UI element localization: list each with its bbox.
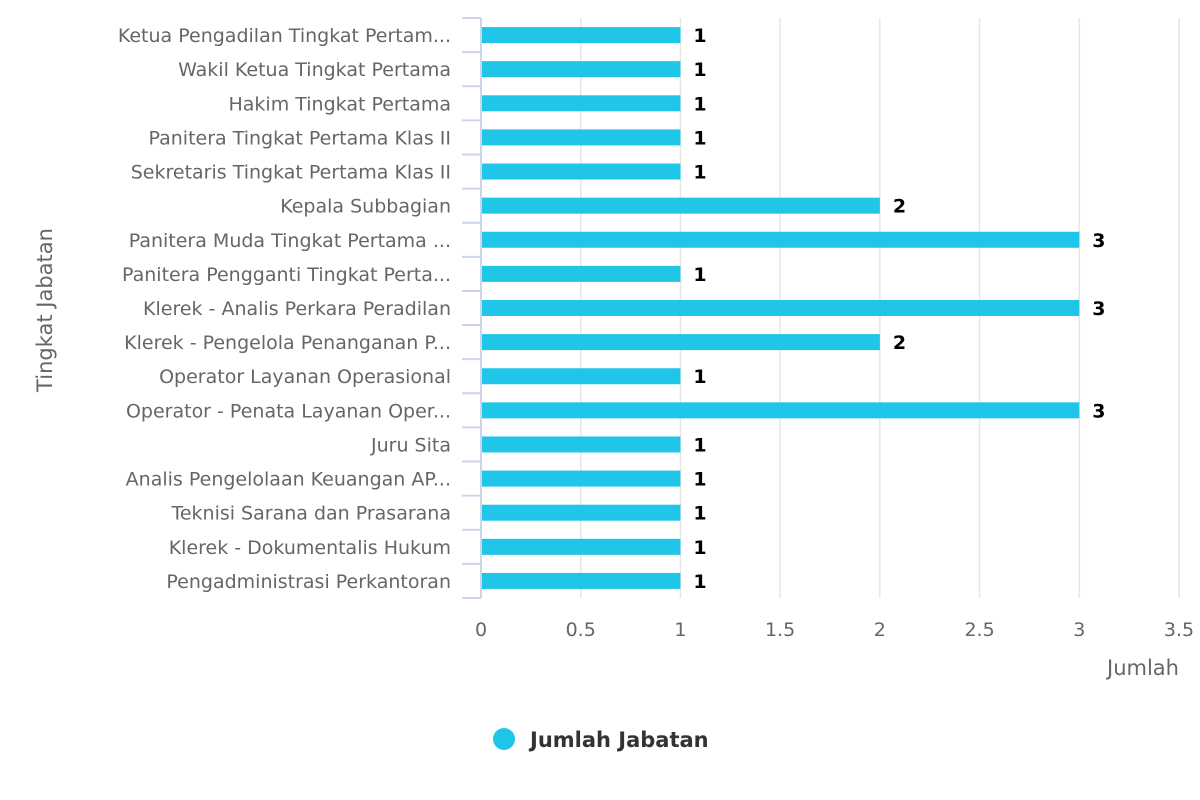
data-label: 1: [693, 127, 706, 149]
y-axis-title: Tingkat Jabatan: [33, 228, 57, 393]
bar[interactable]: [482, 470, 681, 487]
x-tick-labels: 0 0.5 1 1.5 2 2.5 3 3.5: [475, 619, 1194, 641]
data-label: 2: [893, 332, 906, 354]
bar[interactable]: [482, 197, 880, 214]
category-label: Klerek - Analis Perkara Peradilan: [143, 298, 451, 320]
legend-item-jumlah-jabatan[interactable]: Jumlah Jabatan: [528, 728, 709, 752]
category-labels: Ketua Pengadilan Tingkat Pertam... Wakil …: [118, 25, 451, 593]
bar[interactable]: [482, 436, 681, 453]
category-label: Panitera Pengganti Tingkat Perta...: [122, 264, 451, 286]
x-tick-label: 0: [475, 619, 487, 641]
category-label: Panitera Tingkat Pertama Klas II: [149, 127, 452, 149]
data-label: 3: [1092, 400, 1105, 422]
bar[interactable]: [482, 163, 681, 180]
data-label: 1: [693, 366, 706, 388]
data-label: 1: [693, 434, 706, 456]
data-label: 1: [693, 93, 706, 115]
data-label: 3: [1092, 298, 1105, 320]
bars: [482, 27, 1080, 589]
category-label: Pengadministrasi Perkantoran: [166, 571, 451, 593]
data-label: 2: [893, 196, 906, 218]
category-label: Ketua Pengadilan Tingkat Pertam...: [118, 25, 451, 47]
category-label: Hakim Tingkat Pertama: [229, 93, 452, 115]
data-label: 1: [693, 503, 706, 525]
bar[interactable]: [482, 231, 1080, 248]
bar[interactable]: [482, 95, 681, 112]
legend[interactable]: Jumlah Jabatan: [493, 728, 709, 752]
data-label: 1: [693, 537, 706, 559]
x-tick-label: 2: [874, 619, 886, 641]
bar[interactable]: [482, 61, 681, 78]
category-label: Analis Pengelolaan Keuangan AP...: [126, 469, 451, 491]
data-label: 3: [1092, 230, 1105, 252]
x-tick-label: 2.5: [964, 619, 994, 641]
x-tick-label: 0.5: [566, 619, 596, 641]
x-tick-label: 1.5: [765, 619, 795, 641]
bar[interactable]: [482, 572, 681, 589]
x-tick-label: 3.5: [1164, 619, 1194, 641]
category-label: Klerek - Dokumentalis Hukum: [169, 537, 451, 559]
bar[interactable]: [482, 27, 681, 44]
data-label: 1: [693, 25, 706, 47]
category-label: Sekretaris Tingkat Pertama Klas II: [131, 162, 451, 184]
data-label: 1: [693, 59, 706, 81]
category-label: Kepala Subbagian: [280, 196, 451, 218]
data-labels: 1 1 1 1 1 2 3 1 3 2 1 3 1 1 1 1 1: [693, 25, 1105, 593]
x-axis-title: Jumlah: [1105, 656, 1179, 680]
category-label: Operator Layanan Operasional: [159, 366, 451, 388]
y-axis: [462, 17, 482, 599]
bar[interactable]: [482, 334, 880, 351]
bar[interactable]: [482, 402, 1080, 419]
category-label: Wakil Ketua Tingkat Pertama: [178, 59, 451, 81]
bar[interactable]: [482, 129, 681, 146]
category-label: Juru Sita: [370, 434, 451, 456]
data-label: 1: [693, 162, 706, 184]
category-label: Teknisi Sarana dan Prasarana: [170, 503, 451, 525]
bar[interactable]: [482, 265, 681, 282]
category-label: Panitera Muda Tingkat Pertama ...: [129, 230, 451, 252]
bar[interactable]: [482, 504, 681, 521]
bar[interactable]: [482, 300, 1080, 316]
data-label: 1: [693, 571, 706, 593]
bar[interactable]: [482, 368, 681, 385]
bar[interactable]: [482, 538, 681, 555]
data-label: 1: [693, 264, 706, 286]
x-tick-label: 1: [674, 619, 686, 641]
x-tick-label: 3: [1073, 619, 1085, 641]
category-label: Klerek - Pengelola Penanganan P...: [124, 332, 451, 354]
category-label: Operator - Penata Layanan Oper...: [126, 400, 451, 422]
data-label: 1: [693, 469, 706, 491]
legend-marker: [493, 728, 515, 750]
